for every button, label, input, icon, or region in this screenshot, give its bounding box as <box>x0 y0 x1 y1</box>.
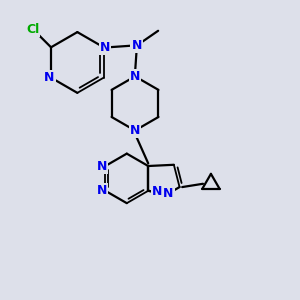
Text: N: N <box>130 124 140 137</box>
Text: N: N <box>97 160 107 172</box>
Text: N: N <box>97 184 107 197</box>
Text: N: N <box>163 187 174 200</box>
Text: N: N <box>131 39 142 52</box>
Text: Cl: Cl <box>26 22 40 36</box>
Text: N: N <box>44 71 55 84</box>
Text: N: N <box>152 185 162 198</box>
Text: N: N <box>130 70 140 83</box>
Text: N: N <box>100 41 110 54</box>
